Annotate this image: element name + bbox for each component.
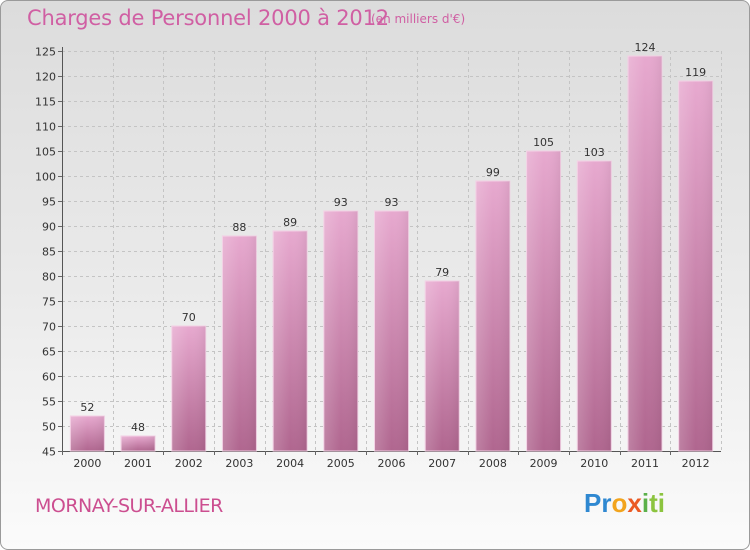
x-tick-label: 2009 (530, 457, 558, 470)
chart-title: Charges de Personnel 2000 à 2012 (27, 6, 389, 30)
logo-part: i (641, 488, 650, 518)
x-tick-label: 2005 (327, 457, 355, 470)
x-tick-label: 2010 (580, 457, 608, 470)
data-label: 93 (334, 196, 348, 209)
y-tick-label: 55 (42, 396, 56, 409)
y-tick-label: 125 (35, 46, 56, 59)
y-tick-label: 120 (35, 71, 56, 84)
y-tick-label: 105 (35, 146, 56, 159)
y-tick-label: 110 (35, 121, 56, 134)
bar-shine (374, 211, 409, 451)
data-label: 89 (283, 216, 297, 229)
data-label: 88 (232, 221, 246, 234)
y-tick-label: 70 (42, 321, 56, 334)
x-tick-label: 2004 (276, 457, 304, 470)
y-tick-label: 80 (42, 271, 56, 284)
data-label: 99 (486, 166, 500, 179)
y-tick-label: 115 (35, 96, 56, 109)
y-tick-label: 50 (42, 421, 56, 434)
logo-part: x (627, 488, 642, 518)
data-label: 48 (131, 421, 145, 434)
x-tick-label: 2000 (73, 457, 101, 470)
data-label: 103 (584, 146, 605, 159)
data-label: 93 (385, 196, 399, 209)
x-tick-label: 2007 (428, 457, 456, 470)
data-label: 124 (634, 41, 655, 54)
bar-shine (526, 151, 561, 451)
x-tick-label: 2003 (225, 457, 253, 470)
y-tick-label: 60 (42, 371, 56, 384)
x-tick-label: 2008 (479, 457, 507, 470)
data-label: 79 (435, 266, 449, 279)
bar-shine (121, 436, 156, 451)
bar-shine (171, 326, 206, 451)
bar-shine (678, 81, 713, 451)
y-tick-label: 75 (42, 296, 56, 309)
axes: 45 50 55 60 65 70 75 80 85 90 95 100 105 110 115 120 125… (35, 46, 721, 470)
data-label: 52 (80, 401, 94, 414)
y-tick-label: 85 (42, 246, 56, 259)
bar-shine (627, 56, 662, 451)
x-tick-label: 2011 (631, 457, 659, 470)
bar-shine (222, 236, 257, 451)
logo-part: ti (649, 488, 665, 518)
chart-subtitle: (en milliers d'€) (371, 12, 466, 26)
x-tick-label: 2012 (682, 457, 710, 470)
data-label: 105 (533, 136, 554, 149)
data-label: 119 (685, 66, 706, 79)
town-name: MORNAY-SUR-ALLIER (35, 495, 223, 517)
y-tick-label: 65 (42, 346, 56, 359)
value-labels: 52 48 70 88 89 93 93 79 99 105 103 124 119 (80, 41, 706, 434)
x-tick-label: 2001 (124, 457, 152, 470)
x-tick-label: 2006 (378, 457, 406, 470)
logo-part: Pr (584, 488, 612, 518)
bar-shine (577, 161, 612, 451)
bar-shine (70, 416, 105, 451)
y-tick-label: 95 (42, 196, 56, 209)
logo-part: o (611, 488, 628, 518)
y-tick-label: 90 (42, 221, 56, 234)
bar-shine (425, 281, 460, 451)
bar-shine (475, 181, 510, 451)
data-label: 70 (182, 311, 196, 324)
bar-shine (273, 231, 308, 451)
y-tick-label: 100 (35, 171, 56, 184)
y-tick-label: 45 (42, 446, 56, 459)
x-tick-label: 2002 (175, 457, 203, 470)
bar-shine (323, 211, 358, 451)
bars (69, 55, 714, 452)
proxiti-logo[interactable]: Proxiti (584, 488, 665, 519)
